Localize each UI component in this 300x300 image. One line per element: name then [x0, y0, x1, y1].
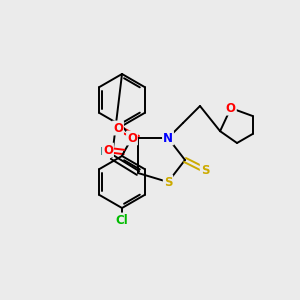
Text: O: O [103, 143, 113, 157]
Text: O: O [113, 122, 123, 134]
Text: N: N [163, 131, 173, 145]
Text: S: S [201, 164, 209, 176]
Text: Cl: Cl [116, 214, 128, 226]
Text: H: H [100, 147, 108, 157]
Text: O: O [226, 102, 236, 115]
Text: O: O [127, 131, 137, 145]
Text: S: S [164, 176, 172, 188]
